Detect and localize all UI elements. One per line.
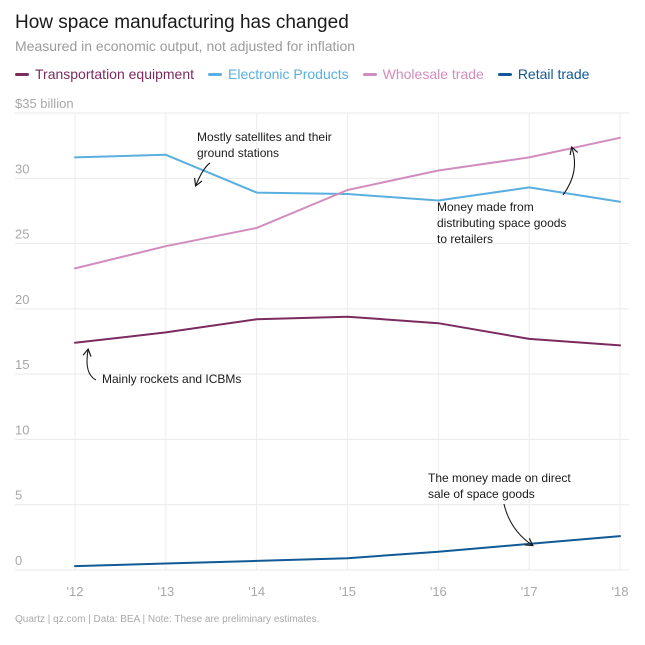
annotation-arrow	[82, 347, 97, 381]
y-tick-label: 30	[15, 161, 29, 176]
x-tick-label: '14	[248, 584, 265, 599]
series-line-transportation-equipment	[74, 315, 621, 347]
annotation-text: Mainly rockets and ICBMs	[102, 372, 241, 386]
x-tick-label: '17	[521, 584, 538, 599]
x-tick-label: '15	[339, 584, 356, 599]
series-line-electronic-products	[74, 153, 621, 203]
annotation-text: ground stations	[197, 146, 279, 160]
annotation-text: The money made on direct	[428, 471, 571, 485]
y-tick-label: 10	[15, 422, 29, 437]
legend-label: Retail trade	[517, 66, 590, 82]
legend-swatch	[208, 72, 223, 76]
y-tick-label: 20	[15, 292, 29, 307]
chart-title: How space manufacturing has changed	[15, 12, 349, 33]
annotation-retail: The money made on direct sale of space g…	[428, 471, 571, 547]
annotation-arrow	[503, 503, 534, 547]
annotation-arrow	[562, 145, 579, 196]
legend-item-retail: Retail trade	[497, 66, 590, 82]
x-tick-label: '16	[430, 584, 447, 599]
legend-item-electronic: Electronic Products	[208, 66, 349, 82]
x-tick-label: '12	[67, 584, 84, 599]
annotation-text: distributing space goods	[437, 216, 566, 230]
annotation-text: Money made from	[437, 200, 534, 214]
legend-swatch	[15, 72, 29, 76]
legend-swatch	[362, 72, 377, 76]
y-tick-label: 25	[15, 227, 29, 242]
y-tick-label: 0	[15, 553, 22, 568]
legend: Transportation equipment Electronic Prod…	[15, 66, 589, 82]
legend-label: Transportation equipment	[35, 66, 195, 82]
annotation-arrow	[193, 162, 211, 188]
legend-label: Wholesale trade	[382, 66, 484, 82]
annotation-wholesale: Money made from distributing space goods…	[437, 145, 579, 246]
footer-credits: Quartz | qz.com | Data: BEA | Note: Thes…	[15, 614, 320, 625]
legend-label: Electronic Products	[228, 66, 349, 82]
legend-item-wholesale: Wholesale trade	[362, 66, 484, 82]
annotation-transportation: Mainly rockets and ICBMs	[82, 347, 241, 386]
series-line-wholesale-trade	[74, 136, 621, 270]
x-tick-label: '18	[612, 584, 629, 599]
annotation-text: sale of space goods	[428, 487, 535, 501]
grid: 0 5 10 15 20 25 30 $35 billion '12 '13 '14 '15 '16 '1…	[15, 96, 629, 599]
legend-swatch	[497, 72, 512, 76]
annotation-text: Mostly satellites and their	[197, 130, 332, 144]
annotation-satellites: Mostly satellites and their ground stati…	[193, 130, 332, 188]
y-tick-label: 5	[15, 488, 22, 503]
y-tick-label: 15	[15, 357, 29, 372]
legend-item-transportation: Transportation equipment	[15, 66, 194, 82]
annotation-text: to retailers	[437, 232, 493, 246]
x-tick-label: '13	[157, 584, 174, 599]
chart-subtitle: Measured in economic output, not adjuste…	[15, 38, 356, 54]
y-tick-label: $35 billion	[15, 96, 74, 111]
